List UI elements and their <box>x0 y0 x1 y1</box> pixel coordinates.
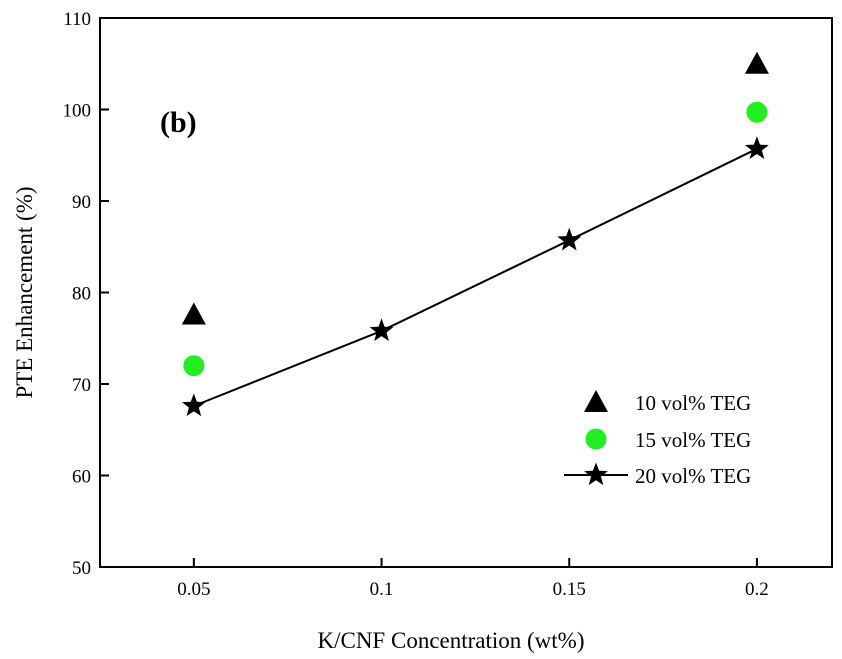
series-1 <box>181 51 769 325</box>
legend-label: 10 vol% TEG <box>635 391 751 415</box>
x-axis-title: K/CNF Concentration (wt%) <box>317 628 584 653</box>
series-3 <box>182 136 769 417</box>
x-axis-ticks: 0.05 0.1 0.15 0.2 <box>177 558 769 600</box>
legend-label: 20 vol% TEG <box>635 464 751 488</box>
legend-item-2: 15 vol% TEG <box>585 428 751 452</box>
data-point <box>369 318 394 341</box>
panel-label: (b) <box>160 106 197 139</box>
data-point <box>181 302 206 325</box>
y-tick-label: 70 <box>72 375 91 396</box>
data-point <box>746 101 768 123</box>
x-tick-label: 0.05 <box>177 579 210 600</box>
legend-marker <box>585 428 607 450</box>
x-tick-label: 0.15 <box>553 579 586 600</box>
data-point <box>745 136 769 159</box>
legend-item-1: 10 vol% TEG <box>584 390 751 415</box>
series-2 <box>183 101 768 377</box>
x-tick-label: 0.2 <box>745 579 769 600</box>
plot-frame <box>99 17 833 568</box>
data-point <box>744 51 769 74</box>
y-tick-label: 90 <box>72 192 91 213</box>
data-point <box>182 393 206 417</box>
y-tick-label: 50 <box>72 558 91 579</box>
y-tick-label: 80 <box>72 284 91 305</box>
legend-item-3: 20 vol% TEG <box>564 462 751 488</box>
series-layer <box>181 51 769 417</box>
y-axis-ticks: 50 60 70 80 90 100 110 <box>63 9 109 579</box>
data-point <box>557 227 582 251</box>
y-tick-label: 60 <box>72 467 91 488</box>
legend: 10 vol% TEG 15 vol% TEG 20 vol% TEG <box>564 390 751 488</box>
x-tick-label: 0.1 <box>370 579 394 600</box>
legend-marker <box>584 462 608 486</box>
y-tick-label: 110 <box>63 9 91 30</box>
legend-marker <box>584 390 608 412</box>
data-point <box>183 355 205 377</box>
series-line <box>193 147 758 407</box>
y-axis-title: PTE Enhancement (%) <box>12 186 37 398</box>
y-tick-label: 100 <box>63 101 92 122</box>
legend-label: 15 vol% TEG <box>635 428 751 452</box>
